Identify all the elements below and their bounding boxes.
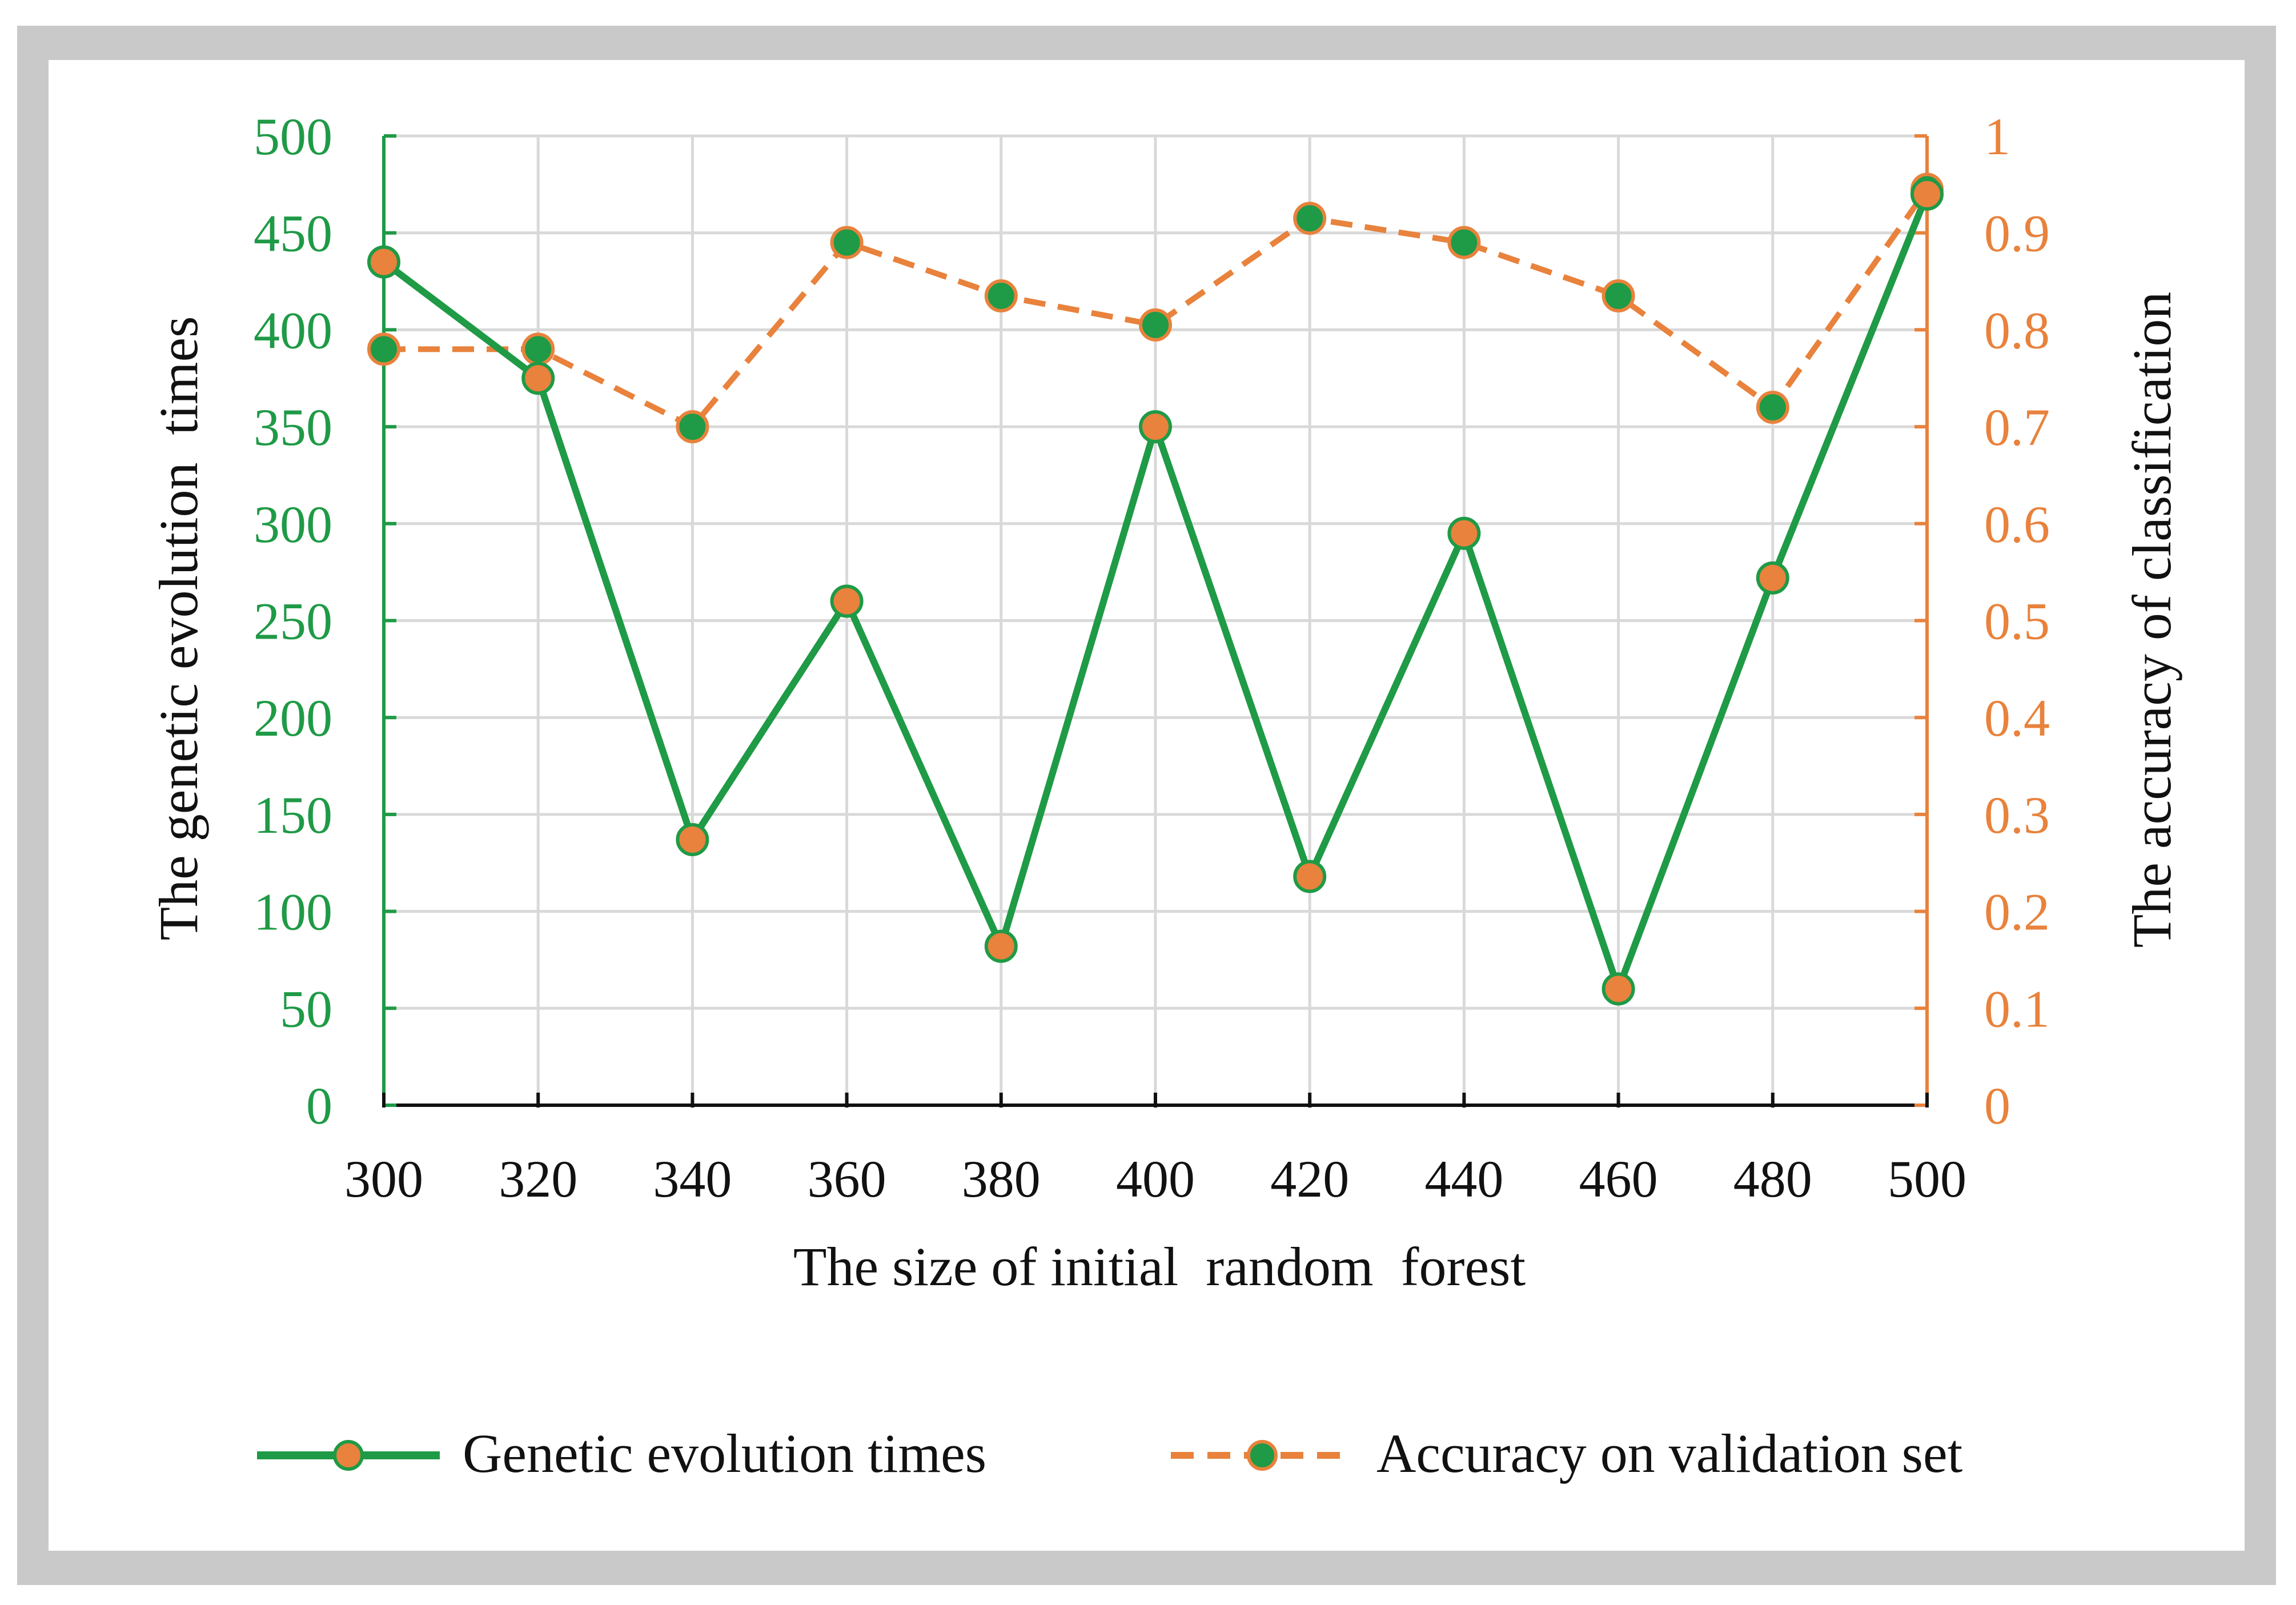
data-point-accuracy [1756, 391, 1789, 424]
data-point-accuracy [676, 410, 709, 444]
x-tick-label: 500 [1888, 1150, 1966, 1208]
legend: Genetic evolution times Accuracy on vali… [257, 1423, 1963, 1484]
y-right-tick-label: 0.9 [1984, 204, 2050, 263]
y-left-tick-label: 150 [254, 786, 332, 844]
y-right-tick-label: 0.8 [1984, 301, 2050, 359]
data-point-accuracy [1139, 308, 1172, 342]
x-axis-label: The size of initial random forest [793, 1236, 1526, 1297]
data-point-genetic [1447, 516, 1481, 550]
y-right-tick-label: 0.5 [1984, 592, 2050, 651]
data-point-genetic [1293, 860, 1327, 893]
y-axis-left-label: The genetic evolution times [148, 316, 209, 940]
data-point-genetic [521, 362, 555, 395]
legend-item-genetic: Genetic evolution times [257, 1423, 986, 1484]
y-left-tick-label: 300 [254, 495, 332, 553]
y-right-tick-label: 0.3 [1984, 786, 2050, 844]
axes: 0 50 100 150 200 250 300 350 400 450 500 0 0.1 0.2 0.3… [254, 107, 2050, 1208]
data-point-accuracy [830, 226, 864, 259]
y-right-tick-label: 1 [1984, 107, 2010, 166]
x-tick-label: 420 [1270, 1150, 1349, 1208]
series-line-accuracy [384, 187, 1930, 430]
data-point-accuracy [1447, 226, 1481, 259]
data-point-genetic [676, 823, 709, 857]
data-point-genetic [984, 929, 1018, 963]
x-tick-label: 480 [1733, 1150, 1812, 1208]
y-left-tick-label: 350 [254, 398, 332, 456]
data-point-genetic [830, 584, 864, 618]
y-left-tick-label: 100 [254, 883, 332, 941]
y-right-tick-label: 0.2 [1984, 883, 2050, 941]
data-point-genetic [1601, 972, 1635, 1006]
legend-marker-genetic [333, 1440, 364, 1471]
data-point-accuracy [367, 332, 400, 366]
y-left-tick-label: 50 [280, 980, 332, 1038]
y-left-tick-label: 450 [254, 204, 332, 263]
y-left-tick-label: 500 [254, 107, 332, 166]
y-axis-right-label: The accuracy of classification [2121, 292, 2182, 948]
legend-label-accuracy: Accuracy on validation set [1376, 1423, 1963, 1484]
y-right-tick-label: 0.4 [1984, 689, 2050, 747]
data-point-genetic [1910, 177, 1944, 211]
y-left-tick-label: 400 [254, 301, 332, 359]
x-tick-label: 440 [1424, 1150, 1503, 1208]
y-left-tick-label: 200 [254, 689, 332, 747]
legend-marker-accuracy [1247, 1440, 1278, 1471]
y-left-tick-label: 250 [254, 592, 332, 651]
legend-item-accuracy: Accuracy on validation set [1171, 1423, 1963, 1484]
x-tick-label: 340 [653, 1150, 732, 1208]
data-point-genetic [1756, 561, 1789, 595]
y-right-tick-label: 0.1 [1984, 980, 2050, 1038]
data-point-accuracy [1293, 202, 1327, 235]
data-point-accuracy [984, 279, 1018, 313]
data-point-accuracy [1601, 279, 1635, 313]
x-tick-label: 460 [1579, 1150, 1658, 1208]
data-point-genetic [1139, 410, 1172, 444]
y-left-tick-label: 0 [306, 1077, 332, 1135]
y-right-tick-label: 0 [1984, 1077, 2010, 1135]
data-point-accuracy [521, 332, 555, 366]
series-layer [367, 172, 1944, 1006]
x-tick-label: 300 [344, 1150, 423, 1208]
y-right-tick-label: 0.7 [1984, 398, 2050, 456]
data-point-genetic [367, 245, 400, 279]
x-tick-label: 320 [499, 1150, 577, 1208]
grid-lines [384, 134, 1927, 1105]
y-right-tick-label: 0.6 [1984, 495, 2050, 553]
x-tick-label: 400 [1116, 1150, 1195, 1208]
legend-label-genetic: Genetic evolution times [463, 1423, 986, 1484]
x-tick-label: 380 [962, 1150, 1041, 1208]
x-tick-label: 360 [808, 1150, 886, 1208]
